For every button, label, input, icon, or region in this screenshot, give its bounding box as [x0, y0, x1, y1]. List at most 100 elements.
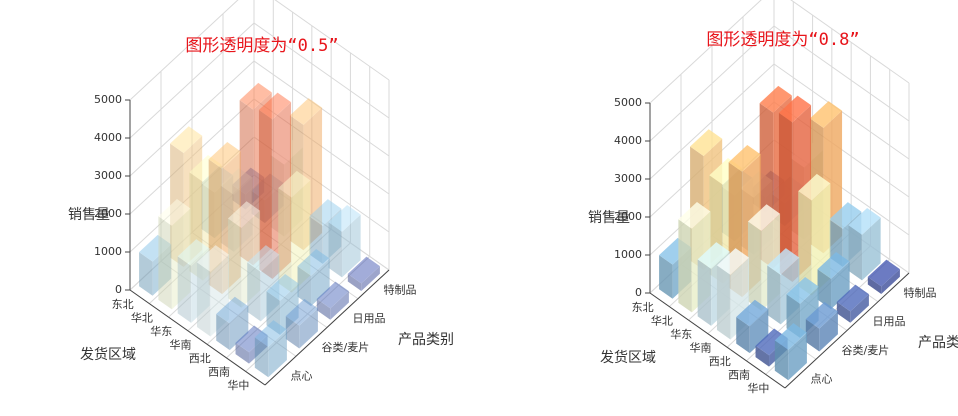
- bar-face: [311, 258, 330, 307]
- region-axis: [129, 289, 266, 386]
- region-label: 华中: [747, 381, 769, 395]
- bar: [254, 320, 287, 378]
- bar-face: [289, 98, 323, 125]
- bar-face: [227, 218, 242, 308]
- bar-face: [867, 259, 900, 287]
- bar-face: [285, 298, 318, 326]
- product-axis: [784, 272, 910, 389]
- bar: [867, 259, 900, 294]
- bar: [736, 299, 769, 354]
- region-label: 华北: [131, 310, 153, 324]
- product-label: 谷类/麦片: [842, 343, 890, 357]
- region-label: 华南: [690, 341, 712, 355]
- bar: [285, 298, 318, 349]
- bar-face: [798, 173, 831, 201]
- bar-face: [697, 259, 712, 326]
- bar-face: [177, 239, 210, 266]
- bar-face: [848, 208, 881, 235]
- chart-title: 图形透明度为“0.8”: [706, 30, 859, 50]
- region-label: 西北: [709, 355, 731, 368]
- bar: [278, 170, 311, 293]
- product-axis: [264, 269, 390, 386]
- bar-face: [774, 323, 807, 350]
- bar-face: [767, 265, 781, 325]
- z-tick-label: 2000: [614, 210, 642, 223]
- x-axis-title: 产品类别: [398, 332, 454, 348]
- bar-face: [170, 126, 203, 154]
- bar-face: [239, 82, 272, 110]
- bar-face: [330, 291, 349, 320]
- bar-face: [678, 202, 711, 229]
- z-tick-label: 3000: [94, 169, 122, 182]
- bar-face: [817, 269, 832, 310]
- bar-face: [767, 248, 800, 275]
- bar-face: [736, 299, 769, 327]
- bar-face: [759, 85, 792, 113]
- bar-face: [848, 225, 863, 281]
- bar-face: [158, 199, 191, 226]
- x-axis-title: 产品类别: [918, 335, 958, 351]
- bar-face: [829, 202, 862, 229]
- bar: [196, 245, 230, 337]
- region-label: 西南: [728, 369, 750, 382]
- bar-face: [309, 199, 342, 226]
- bar-face: [177, 256, 192, 323]
- bar-face: [247, 245, 280, 272]
- bar: [316, 281, 349, 320]
- bar-face: [158, 216, 172, 310]
- grid-line: [129, 22, 390, 139]
- bar-face: [266, 273, 299, 301]
- bar-face: [227, 201, 261, 228]
- z-tick-label: 1000: [614, 248, 642, 261]
- bar-face: [747, 221, 762, 311]
- product-label: 点心: [291, 370, 313, 383]
- bar-face: [254, 337, 269, 378]
- z-tick-label: 3000: [614, 172, 642, 185]
- bar-face: [850, 294, 869, 323]
- bar-face: [798, 191, 812, 296]
- bar-face: [316, 281, 349, 309]
- bar-face: [809, 101, 843, 128]
- bar-face: [716, 265, 731, 340]
- grid-line: [129, 0, 390, 101]
- bar-face: [216, 313, 230, 351]
- bar-face: [755, 328, 788, 356]
- bar-face: [347, 256, 380, 284]
- bar-face: [196, 262, 211, 337]
- z-tick-label: 4000: [94, 131, 122, 144]
- bar-face: [749, 309, 769, 354]
- region-label: 西南: [208, 366, 230, 379]
- bar-face: [280, 283, 299, 335]
- region-label: 华东: [150, 324, 172, 338]
- bar-face: [258, 109, 273, 280]
- bar: [216, 296, 249, 351]
- bar-face: [328, 222, 343, 278]
- bar-face: [139, 252, 153, 296]
- bar-face: [836, 301, 851, 323]
- bar-face: [297, 248, 330, 276]
- bar-face: [805, 301, 838, 329]
- z-tick-label: 5000: [614, 96, 642, 109]
- bar-face: [254, 320, 287, 347]
- bar-face: [778, 95, 812, 123]
- bar-face: [697, 242, 730, 269]
- region-label: 西北: [189, 352, 211, 365]
- bar-face: [678, 219, 692, 313]
- bar-face: [216, 296, 249, 324]
- bar-face: [728, 145, 761, 172]
- bar-face: [819, 311, 838, 352]
- bar-face: [247, 262, 261, 322]
- bar-face: [817, 251, 850, 279]
- grid-line: [649, 25, 910, 142]
- grid-line: [129, 60, 390, 177]
- product-label: 日用品: [353, 312, 386, 325]
- bar-face: [235, 342, 250, 364]
- bar: [774, 323, 807, 381]
- bar-face: [196, 245, 230, 272]
- z-axis-title: 销售量: [68, 207, 110, 223]
- region-axis: [649, 292, 786, 389]
- z-axis-title: 销售量: [588, 210, 630, 226]
- bar-face: [805, 319, 820, 352]
- grid-line: [649, 0, 910, 104]
